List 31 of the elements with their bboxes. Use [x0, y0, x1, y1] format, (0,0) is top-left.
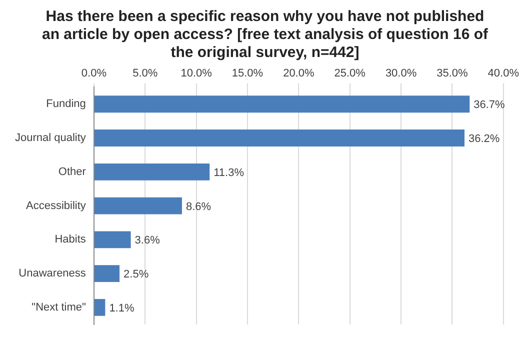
bar	[94, 298, 106, 316]
y-tick-label: Journal quality	[14, 132, 86, 144]
y-tick-label: "Next time"	[32, 301, 86, 314]
data-label: 1.1%	[109, 302, 134, 314]
y-tick-label: Other	[58, 166, 86, 178]
bar	[94, 231, 131, 248]
bar	[94, 265, 120, 282]
y-tick-label: Accessibility	[26, 200, 86, 212]
x-tick-label: 25.0%	[334, 68, 366, 80]
x-tick-label: 0.0%	[81, 68, 107, 80]
x-tick-label: 40.0%	[488, 68, 520, 80]
data-label: 8.6%	[186, 200, 212, 213]
chart-title: Has there been a specific reason why you have not published an article by open access? [free text analysis of question 16 of the original survey, n=442]	[41, 8, 489, 62]
y-tick-label: Funding	[46, 98, 86, 110]
x-tick-label: 5.0%	[132, 68, 158, 80]
y-tick-label: Unawareness	[18, 268, 86, 280]
bar	[94, 197, 182, 214]
x-tick-label: 35.0%	[436, 68, 468, 80]
data-label: 3.6%	[134, 234, 160, 247]
x-tick-label: 20.0%	[283, 68, 314, 80]
x-tick-label: 30.0%	[385, 68, 417, 80]
data-label: 2.5%	[124, 268, 149, 281]
bar	[94, 163, 210, 180]
bar	[94, 96, 470, 113]
x-tick-label: 10.0%	[180, 68, 212, 80]
data-label: 36.2%	[468, 133, 500, 146]
bar	[94, 130, 465, 146]
data-label: 11.3%	[214, 166, 244, 179]
y-tick-label: Habits	[54, 234, 86, 246]
data-label: 36.7%	[474, 99, 506, 112]
x-tick-label: 15.0%	[232, 68, 264, 80]
